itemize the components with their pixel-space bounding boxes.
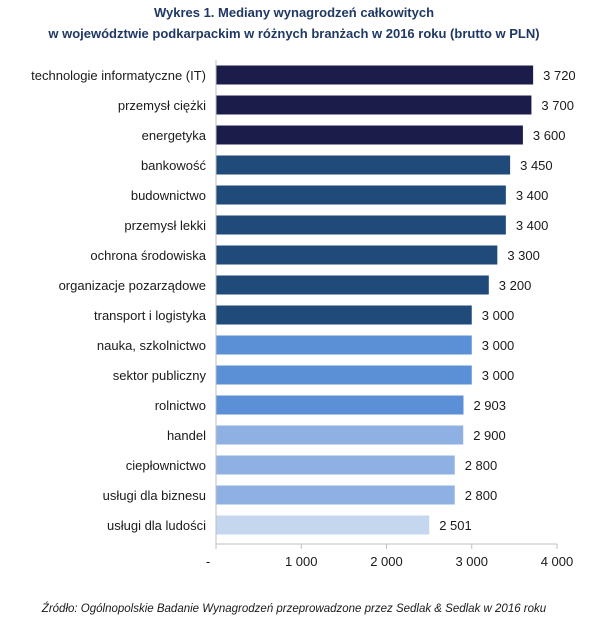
category-label-14: usługi dla biznesu xyxy=(103,488,206,503)
bars-group xyxy=(216,65,534,535)
x-tick-label-2: 2 000 xyxy=(370,554,403,569)
value-label-12: 2 900 xyxy=(473,428,506,443)
bar-7 xyxy=(216,275,489,295)
category-labels-group: technologie informatyczne (IT) przemysł c… xyxy=(31,68,207,533)
value-label-1: 3 700 xyxy=(541,98,574,113)
category-label-15: usługi dla ludości xyxy=(107,518,206,533)
category-label-12: handel xyxy=(167,428,206,443)
category-label-7: organizacje pozarządowe xyxy=(59,278,206,293)
category-label-6: ochrona środowiska xyxy=(90,248,206,263)
category-label-2: energetyka xyxy=(142,128,207,143)
bar-5 xyxy=(216,215,506,235)
source-note: Źródło: Ogólnopolskie Badanie Wynagrodze… xyxy=(41,602,547,615)
value-label-2: 3 600 xyxy=(533,128,566,143)
value-label-4: 3 400 xyxy=(516,188,549,203)
category-label-10: sektor publiczny xyxy=(113,368,207,383)
value-label-0: 3 720 xyxy=(543,68,576,83)
value-label-3: 3 450 xyxy=(520,158,553,173)
category-label-4: budownictwo xyxy=(131,188,206,203)
bar-6 xyxy=(216,245,498,265)
bar-1 xyxy=(216,95,532,115)
category-label-13: ciepłownictwo xyxy=(126,458,206,473)
value-label-6: 3 300 xyxy=(507,248,540,263)
category-label-3: bankowość xyxy=(141,158,207,173)
bar-0 xyxy=(216,65,534,85)
bar-15 xyxy=(216,515,430,535)
x-tick-label-3: 3 000 xyxy=(455,554,488,569)
x-axis: - 1 000 2 000 3 000 4 000 xyxy=(206,60,573,569)
value-label-10: 3 000 xyxy=(482,368,515,383)
category-label-9: nauka, szkolnictwo xyxy=(97,338,206,353)
category-label-11: rolnictwo xyxy=(155,398,206,413)
category-label-1: przemysł ciężki xyxy=(118,98,206,113)
value-label-14: 2 800 xyxy=(465,488,498,503)
bar-8 xyxy=(216,305,472,325)
x-tick-label-1: 1 000 xyxy=(285,554,318,569)
bar-4 xyxy=(216,185,506,205)
bar-9 xyxy=(216,335,472,355)
value-label-15: 2 501 xyxy=(439,518,472,533)
value-label-11: 2 903 xyxy=(473,398,506,413)
chart-title-line-1: Wykres 1. Mediany wynagrodzeń całkowityc… xyxy=(154,5,434,20)
chart-title-line-2: w województwie podkarpackim w różnych br… xyxy=(47,26,539,41)
value-labels-group: 3 720 3 700 3 600 3 450 3 400 3 400 3 300 3 200… xyxy=(439,68,575,533)
bar-10 xyxy=(216,365,472,385)
x-tick-label-4: 4 000 xyxy=(541,554,574,569)
value-label-9: 3 000 xyxy=(482,338,515,353)
bar-11 xyxy=(216,395,464,415)
category-label-8: transport i logistyka xyxy=(94,308,207,323)
bar-12 xyxy=(216,425,464,445)
value-label-5: 3 400 xyxy=(516,218,549,233)
category-label-5: przemysł lekki xyxy=(124,218,206,233)
value-label-8: 3 000 xyxy=(482,308,515,323)
bar-2 xyxy=(216,125,523,145)
value-label-13: 2 800 xyxy=(465,458,498,473)
x-tick-label-0: - xyxy=(206,554,210,569)
bar-14 xyxy=(216,485,455,505)
category-label-0: technologie informatyczne (IT) xyxy=(31,68,206,83)
bar-3 xyxy=(216,155,511,175)
value-label-7: 3 200 xyxy=(499,278,532,293)
bar-13 xyxy=(216,455,455,475)
